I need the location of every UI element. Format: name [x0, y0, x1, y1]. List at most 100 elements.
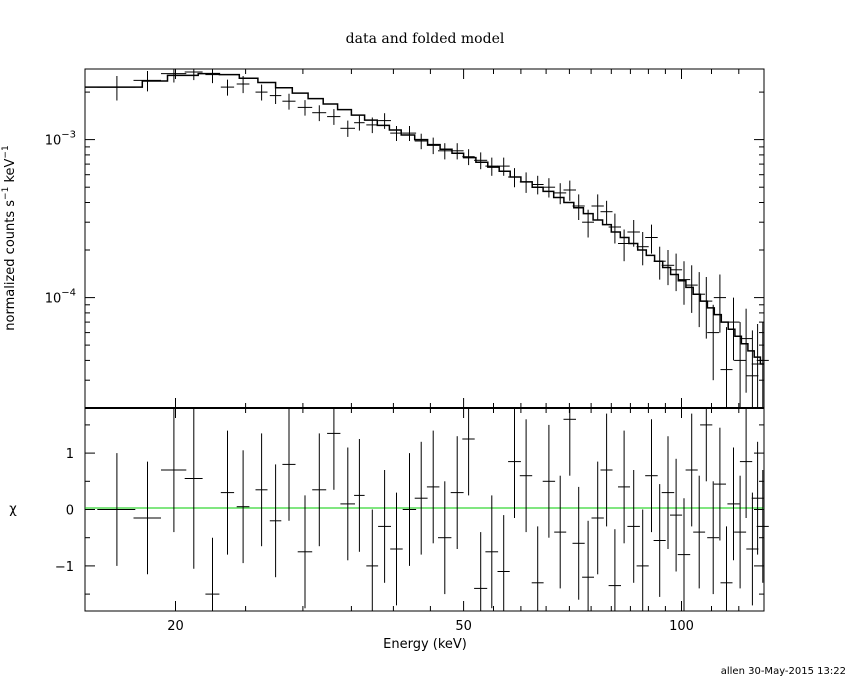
residual-point — [756, 470, 769, 583]
data-point — [462, 149, 475, 166]
residual-point — [282, 408, 296, 521]
y-tick-label: 1 — [66, 447, 74, 462]
chart-title: data and folded model — [346, 31, 505, 47]
x-axis-label: Energy (keV) — [383, 637, 467, 652]
data-point — [582, 209, 594, 238]
residual-y-axis-label: χ — [9, 502, 17, 517]
residual-point — [563, 408, 576, 476]
residual-point — [354, 439, 365, 552]
residual-point — [746, 492, 759, 606]
data-point — [474, 152, 488, 170]
residual-point — [734, 475, 747, 589]
residual-point — [720, 526, 733, 611]
data-point — [653, 246, 666, 280]
data-point — [746, 330, 759, 408]
residual-point — [255, 433, 268, 547]
data-point — [161, 69, 187, 83]
data-point — [645, 224, 658, 254]
residual-point — [485, 495, 499, 609]
residual-y-tick-labels: 1 0 −1 — [55, 447, 74, 575]
y-tick-label: 10−4 — [45, 288, 76, 307]
data-point — [366, 117, 379, 134]
y-tick-label-exp: −3 — [61, 130, 76, 141]
data-point — [297, 100, 313, 116]
residual-point — [739, 408, 753, 518]
residual-point — [645, 419, 658, 533]
data-point — [485, 157, 499, 176]
data-points — [97, 69, 769, 408]
residual-point — [97, 453, 136, 566]
residual-point — [554, 475, 567, 589]
data-point — [97, 76, 136, 101]
data-point — [707, 304, 720, 381]
data-point — [531, 175, 544, 195]
residual-point — [670, 458, 683, 572]
data-point — [685, 265, 698, 313]
residual-point — [236, 450, 250, 564]
data-point — [713, 274, 726, 333]
residual-point — [661, 436, 675, 549]
data-point — [554, 183, 567, 205]
y-tick-label: 0 — [66, 504, 74, 519]
data-point — [670, 253, 683, 292]
data-point — [508, 168, 521, 188]
residual-point — [340, 447, 355, 561]
data-point — [693, 272, 706, 328]
residual-point — [685, 413, 698, 527]
y-label-exp-2: −1 — [1, 145, 11, 158]
data-point — [700, 277, 713, 339]
residual-point — [693, 475, 706, 589]
residual-point — [582, 520, 594, 611]
spectrum-y-axis-label: normalized counts s−1 keV−1 — [1, 145, 18, 330]
residual-point — [438, 481, 452, 595]
footer-timestamp: allen 30-May-2015 13:22 — [721, 666, 846, 677]
data-point — [600, 200, 613, 225]
residual-point — [312, 433, 327, 547]
residual-point — [627, 470, 640, 583]
x-tick-label: 50 — [455, 619, 472, 634]
residual-point — [390, 492, 403, 606]
data-point — [627, 220, 640, 247]
data-point — [282, 93, 296, 110]
residual-point — [474, 532, 488, 611]
x-tick-label: 20 — [167, 619, 184, 634]
residual-point — [378, 470, 391, 583]
residual-point — [727, 447, 740, 561]
y-label-text-1: normalized counts s — [3, 200, 18, 331]
data-point — [255, 84, 268, 101]
x-tick-label: 100 — [669, 619, 694, 634]
data-point — [327, 109, 341, 125]
data-point — [426, 137, 440, 155]
residual-panel-frame — [84, 407, 765, 612]
residual-point — [497, 515, 510, 611]
data-point — [184, 69, 203, 81]
data-point — [414, 133, 428, 150]
data-point — [340, 120, 355, 137]
residual-point — [700, 408, 713, 482]
data-point — [756, 322, 769, 408]
data-point — [519, 172, 533, 193]
data-point — [450, 143, 464, 160]
residual-point — [542, 424, 556, 538]
data-point — [727, 297, 740, 361]
data-point — [269, 88, 282, 104]
residual-ticks — [84, 408, 765, 611]
residual-point — [751, 441, 764, 555]
residual-point — [677, 498, 691, 611]
model-curve — [85, 72, 764, 365]
y-tick-label-base: 10 — [45, 134, 62, 149]
data-point — [354, 115, 365, 131]
residual-point — [402, 453, 417, 566]
residual-point — [220, 430, 235, 555]
residual-point — [327, 408, 341, 490]
y-label-text-2: keV — [3, 158, 18, 186]
y-tick-label-exp: −4 — [61, 288, 76, 299]
residual-point — [414, 441, 428, 555]
spectrum-ticks — [84, 69, 765, 409]
data-point — [751, 324, 764, 408]
residual-point — [297, 495, 313, 609]
data-point — [312, 105, 327, 122]
energy-x-tick-labels: 20 50 100 — [167, 619, 694, 634]
y-tick-label-base: 10 — [45, 292, 62, 307]
residual-point — [713, 427, 726, 541]
